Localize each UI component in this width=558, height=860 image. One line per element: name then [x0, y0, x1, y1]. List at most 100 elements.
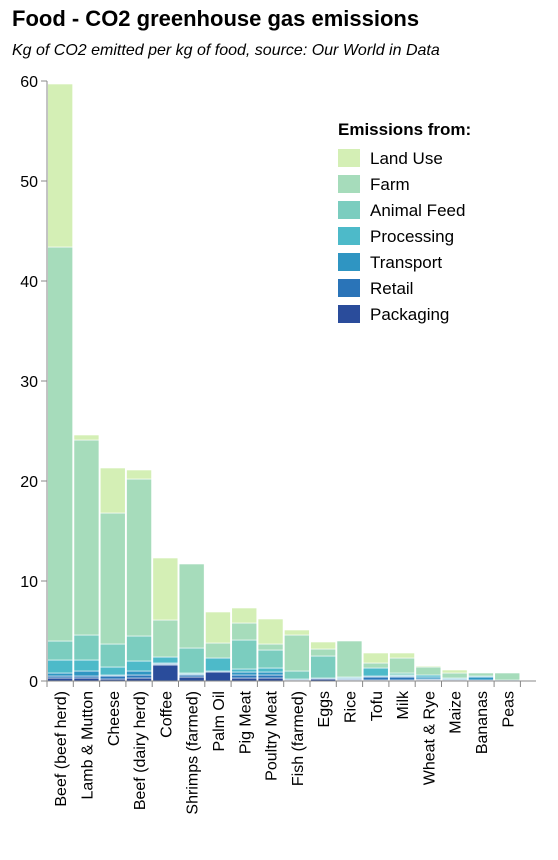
x-tick-label-rice: Rice — [342, 691, 359, 723]
y-tick-label: 40 — [20, 274, 38, 291]
legend-label-packaging: Packaging — [370, 305, 449, 324]
bar-lamb-mutton-animal-feed — [73, 634, 100, 661]
legend-swatch-retail — [338, 279, 360, 297]
bar-beef-dairy-herd-farm — [126, 478, 152, 637]
x-tick-label-eggs: Eggs — [316, 691, 333, 727]
bar-beef-beef-herd-transport — [47, 672, 73, 677]
bar-lamb-mutton-farm — [73, 439, 100, 636]
legend-swatch-farm — [338, 175, 360, 193]
bar-pig-meat-transport — [231, 671, 258, 676]
bar-rice-farm — [336, 640, 363, 678]
bar-shrimps-farmed-animal-feed — [178, 647, 205, 674]
legend-swatch-land-use — [338, 149, 360, 167]
bar-coffee-packaging — [152, 664, 179, 682]
y-tick-label: 50 — [20, 174, 38, 191]
bar-tofu-land-use — [362, 652, 389, 664]
bar-beef-dairy-herd-transport — [126, 670, 152, 676]
x-tick-label-bananas: Bananas — [474, 691, 491, 754]
bar-maize-farm — [441, 672, 468, 679]
bar-fish-farmed-farm — [284, 634, 310, 672]
legend-swatch-animal-feed — [338, 201, 360, 219]
bar-milk-land-use — [389, 652, 415, 659]
legend-swatch-packaging — [338, 305, 360, 323]
y-tick-label: 60 — [20, 74, 38, 91]
bar-shrimps-farmed-packaging — [178, 676, 205, 682]
bar-coffee-processing — [152, 656, 179, 664]
bar-cheese-land-use — [99, 467, 126, 514]
bar-poultry-meat-farm — [257, 643, 284, 651]
bar-cheese-processing — [99, 666, 126, 676]
bar-pig-meat-land-use — [231, 607, 258, 624]
bar-coffee-farm — [152, 619, 179, 658]
y-tick-label: 20 — [20, 474, 38, 491]
x-tick-label-maize: Maize — [448, 691, 465, 734]
x-tick-label-coffee: Coffee — [158, 691, 175, 738]
bar-wheat-rye-farm — [415, 666, 442, 676]
x-tick-label-beef-beef-herd: Beef (beef herd) — [53, 691, 70, 807]
x-tick-label-peas: Peas — [500, 691, 517, 727]
bar-eggs-animal-feed — [310, 655, 336, 679]
bar-beef-dairy-herd-land-use — [126, 469, 152, 480]
bar-eggs-land-use — [310, 641, 336, 650]
x-tick-label-lamb-mutton: Lamb & Mutton — [79, 691, 96, 800]
x-tick-label-shrimps-farmed: Shrimps (farmed) — [185, 691, 202, 815]
bar-fish-farmed-land-use — [284, 629, 310, 636]
x-tick-label-milk: Milk — [395, 690, 412, 719]
y-tick-label: 0 — [29, 674, 38, 691]
bar-milk-farm — [389, 657, 415, 674]
bar-beef-dairy-herd-animal-feed — [126, 635, 152, 662]
x-tick-label-poultry-meat: Poultry Meat — [264, 690, 281, 780]
y-tick-label: 30 — [20, 374, 38, 391]
bar-poultry-meat-transport — [257, 671, 284, 676]
legend-label-transport: Transport — [370, 253, 442, 272]
legend-label-land-use: Land Use — [370, 149, 443, 168]
bar-pig-meat-animal-feed — [231, 639, 258, 670]
bar-tofu-farm — [362, 662, 389, 669]
bar-tofu-processing — [362, 667, 389, 677]
bar-pig-meat-retail — [231, 674, 258, 679]
bar-palm-oil-land-use — [205, 611, 231, 644]
bar-poultry-meat-retail — [257, 674, 284, 679]
bar-beef-beef-herd-farm — [47, 246, 73, 642]
bar-cheese-retail — [99, 675, 126, 680]
y-tick-label: 10 — [20, 574, 38, 591]
legend-swatch-processing — [338, 227, 360, 245]
bar-poultry-meat-processing — [257, 667, 284, 673]
bar-beef-beef-herd-processing — [47, 659, 73, 674]
chart-title: Food - CO2 greenhouse gas emissions — [12, 6, 420, 31]
bar-coffee-land-use — [152, 557, 179, 621]
legend: Emissions from: Land Use Farm Animal Feed Pr… — [338, 120, 471, 324]
x-tick-label-pig-meat: Pig Meat — [237, 690, 254, 754]
legend-swatch-transport — [338, 253, 360, 271]
y-axis: 0 10 20 30 40 50 60 — [20, 74, 48, 691]
legend-title: Emissions from: — [338, 120, 471, 139]
bar-palm-oil-packaging — [205, 671, 231, 682]
bar-peas-farm — [494, 672, 521, 681]
bar-lamb-mutton-processing — [73, 659, 100, 672]
x-tick-label-fish-farmed: Fish (farmed) — [290, 691, 307, 786]
legend-label-farm: Farm — [370, 175, 410, 194]
bar-milk-retail — [389, 676, 415, 681]
bar-beef-beef-herd-animal-feed — [47, 640, 73, 661]
bar-pig-meat-farm — [231, 622, 258, 641]
x-tick-label-beef-dairy-herd: Beef (dairy herd) — [132, 691, 149, 810]
bar-poultry-meat-land-use — [257, 618, 284, 645]
bar-poultry-meat-animal-feed — [257, 649, 284, 669]
bar-tofu-retail — [362, 676, 389, 681]
bar-bananas-farm — [468, 672, 494, 677]
bar-fish-farmed-animal-feed — [284, 670, 310, 680]
x-tick-label-cheese: Cheese — [106, 691, 123, 746]
bar-maize-land-use — [441, 669, 468, 674]
bar-lamb-mutton-transport — [73, 670, 100, 677]
legend-label-retail: Retail — [370, 279, 413, 298]
bar-palm-oil-farm — [205, 642, 231, 659]
x-tick-label-palm-oil: Palm Oil — [211, 691, 228, 751]
bar-eggs-farm — [310, 648, 336, 657]
bar-beef-beef-herd-land-use — [47, 83, 73, 248]
bar-beef-dairy-herd-retail — [126, 674, 152, 679]
bar-palm-oil-processing — [205, 657, 231, 672]
x-tick-label-wheat-rye: Wheat & Rye — [421, 691, 438, 785]
bar-cheese-animal-feed — [99, 643, 126, 668]
bar-wheat-rye-land-use — [415, 665, 442, 668]
